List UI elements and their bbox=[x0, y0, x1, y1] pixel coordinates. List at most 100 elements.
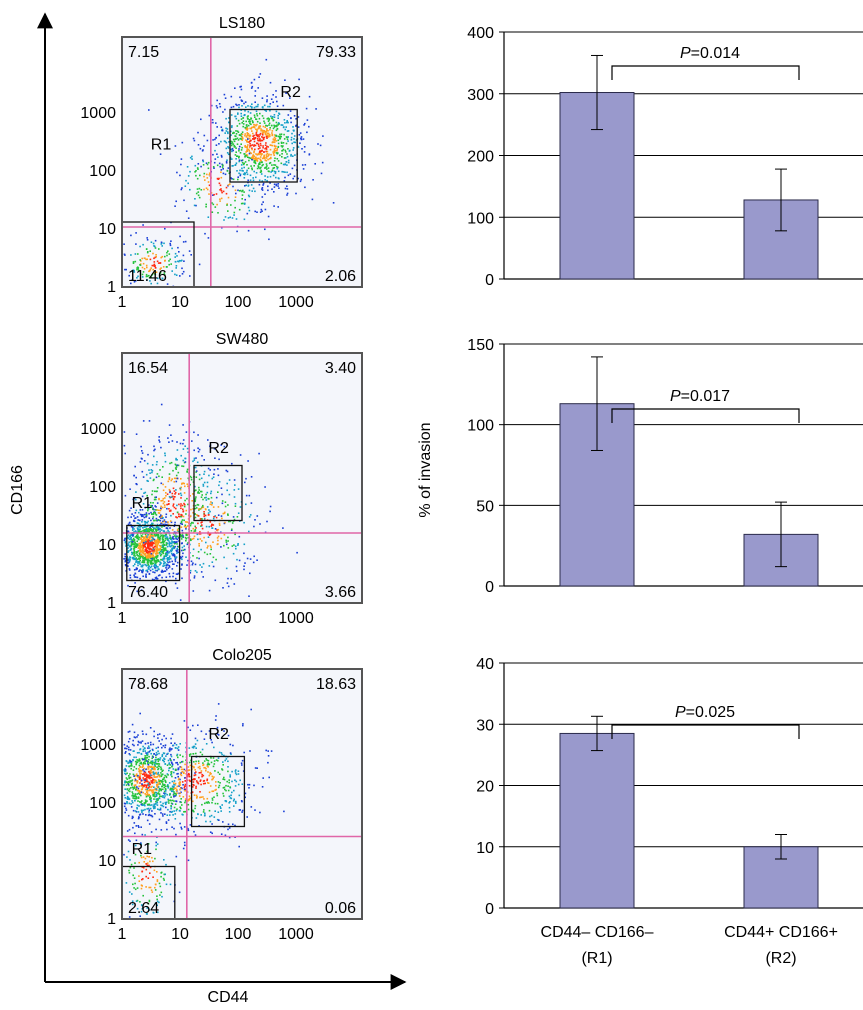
data-point bbox=[163, 793, 166, 795]
invasion-axis-label: % of invasion bbox=[417, 422, 434, 517]
data-point bbox=[141, 569, 143, 572]
data-point bbox=[156, 900, 159, 903]
data-point bbox=[146, 554, 148, 557]
data-point bbox=[276, 149, 278, 152]
data-point bbox=[285, 151, 287, 153]
data-point bbox=[158, 775, 161, 778]
data-point bbox=[211, 202, 213, 204]
data-point bbox=[145, 512, 148, 514]
data-point bbox=[151, 274, 153, 276]
data-point bbox=[262, 182, 265, 185]
data-point bbox=[172, 788, 174, 791]
data-point bbox=[127, 550, 130, 552]
data-point bbox=[156, 523, 159, 526]
data-point bbox=[123, 784, 125, 786]
data-point bbox=[225, 117, 227, 120]
data-point bbox=[134, 541, 136, 544]
data-point bbox=[257, 139, 260, 142]
data-point bbox=[244, 481, 246, 484]
data-point bbox=[146, 808, 148, 810]
data-point bbox=[135, 544, 137, 546]
data-point bbox=[148, 775, 151, 778]
data-point bbox=[208, 774, 211, 777]
data-point bbox=[184, 798, 187, 800]
data-point bbox=[224, 788, 226, 791]
data-point bbox=[145, 913, 148, 915]
data-point bbox=[136, 554, 138, 556]
data-point bbox=[174, 252, 177, 255]
data-point bbox=[141, 541, 143, 544]
data-point bbox=[215, 781, 217, 783]
data-point bbox=[268, 238, 270, 241]
data-point bbox=[247, 185, 250, 187]
data-point bbox=[273, 116, 276, 118]
data-point bbox=[181, 536, 184, 538]
data-point bbox=[250, 123, 252, 126]
data-point bbox=[156, 544, 158, 547]
data-point bbox=[161, 781, 163, 783]
data-point bbox=[226, 780, 228, 783]
data-point bbox=[149, 548, 152, 550]
data-point bbox=[162, 745, 165, 747]
data-point bbox=[244, 101, 247, 103]
data-point bbox=[151, 815, 154, 818]
data-point bbox=[251, 126, 253, 129]
data-point bbox=[273, 205, 275, 207]
data-point bbox=[127, 797, 130, 800]
data-point bbox=[150, 525, 152, 527]
data-point bbox=[133, 794, 135, 797]
data-point bbox=[163, 274, 166, 276]
data-point bbox=[163, 504, 166, 506]
data-point bbox=[159, 469, 161, 471]
data-point bbox=[162, 520, 164, 523]
data-point bbox=[247, 148, 250, 151]
data-point bbox=[189, 483, 191, 486]
data-point bbox=[133, 554, 135, 556]
data-point bbox=[166, 793, 168, 796]
data-point bbox=[245, 151, 247, 153]
data-point bbox=[254, 95, 256, 97]
data-point bbox=[146, 278, 148, 281]
data-point bbox=[266, 165, 268, 167]
data-point bbox=[146, 571, 149, 573]
data-point bbox=[271, 117, 274, 120]
data-point bbox=[249, 179, 252, 181]
data-point bbox=[249, 105, 252, 108]
data-point bbox=[155, 803, 157, 805]
data-point bbox=[133, 497, 136, 500]
data-point bbox=[149, 741, 152, 744]
data-point bbox=[184, 521, 187, 523]
data-point bbox=[212, 524, 215, 526]
data-point bbox=[142, 894, 144, 897]
data-point bbox=[279, 137, 282, 140]
data-point bbox=[266, 152, 269, 155]
data-point bbox=[193, 449, 195, 452]
data-point bbox=[234, 779, 236, 781]
data-point bbox=[154, 791, 156, 794]
data-point bbox=[261, 187, 264, 189]
data-point bbox=[134, 882, 136, 885]
data-point bbox=[127, 746, 130, 749]
data-point bbox=[273, 139, 276, 142]
data-point bbox=[270, 144, 272, 146]
data-point bbox=[134, 844, 137, 847]
data-point bbox=[147, 903, 150, 905]
data-point bbox=[138, 861, 140, 864]
data-point bbox=[202, 576, 204, 578]
data-point bbox=[301, 148, 303, 150]
data-point bbox=[189, 524, 192, 527]
data-point bbox=[240, 143, 242, 145]
data-point bbox=[235, 565, 238, 568]
data-point bbox=[183, 503, 186, 506]
cd44-axis-label: CD44 bbox=[208, 989, 249, 1006]
data-point bbox=[272, 119, 275, 121]
data-point bbox=[287, 148, 289, 150]
panel-title: LS180 bbox=[219, 15, 265, 32]
data-point bbox=[202, 763, 205, 766]
data-point bbox=[149, 540, 152, 542]
data-point bbox=[270, 124, 273, 127]
data-point bbox=[168, 263, 170, 266]
data-point bbox=[193, 761, 195, 763]
data-point bbox=[287, 121, 289, 124]
data-point bbox=[146, 756, 148, 759]
